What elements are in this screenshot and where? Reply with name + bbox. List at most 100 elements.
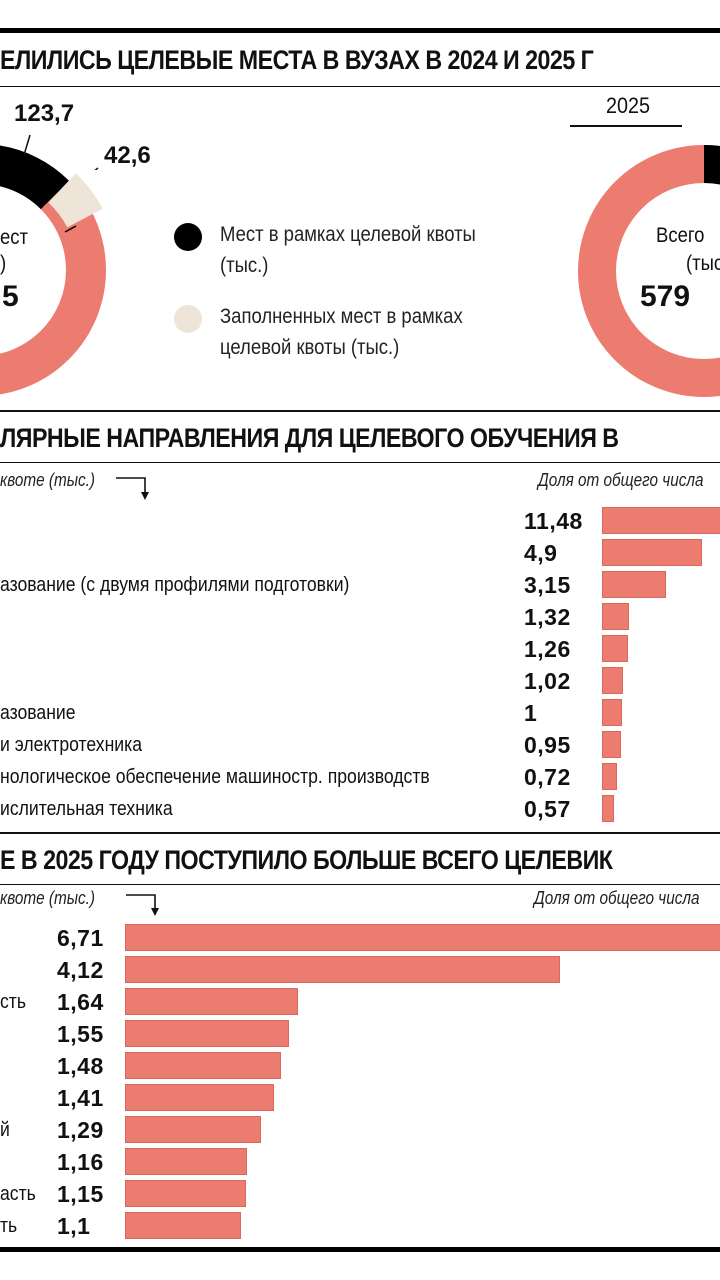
- donut-2024-center-label-1: ест: [0, 226, 28, 249]
- legend-filled-line1: Заполненных мест в рамках: [220, 305, 463, 328]
- bar-row: 1,41: [0, 1082, 720, 1114]
- row-value: 3,15: [524, 572, 571, 598]
- row-value: 4,9: [524, 540, 558, 566]
- bar-row: 4,9: [0, 537, 720, 569]
- bottom-rule: [0, 1247, 720, 1252]
- bar-row: асть 1,15: [0, 1178, 720, 1210]
- row-label: и электротехника: [0, 734, 143, 756]
- bar: [125, 1020, 289, 1047]
- legend-filled-line2: целевой квоты (тыс.): [220, 336, 400, 359]
- beige-dot-icon: [174, 305, 202, 333]
- bar: [602, 763, 617, 790]
- bar: [602, 699, 622, 726]
- bar: [602, 603, 629, 630]
- row-value: 1: [524, 700, 538, 726]
- legend-quota-line2: (тыс.): [220, 254, 269, 277]
- row-value: 1,55: [57, 1021, 104, 1047]
- donut-2024-quota-segment: [0, 145, 70, 210]
- bar: [125, 988, 298, 1015]
- row-label: ть: [0, 1215, 18, 1237]
- bar: [602, 667, 623, 694]
- donut-2024-center-value: 5: [2, 280, 19, 313]
- donut-2025-center-label-2: (тыс: [686, 252, 720, 275]
- year-underline: [570, 125, 682, 127]
- row-label: азование: [0, 702, 76, 724]
- row-value: 0,57: [524, 796, 571, 822]
- row-value: 1,64: [57, 989, 104, 1015]
- bar-row: 1,26: [0, 633, 720, 665]
- bar: [125, 1052, 281, 1079]
- bar-row: 6,71: [0, 922, 720, 954]
- bar-row: и электротехника 0,95: [0, 729, 720, 761]
- row-value: 1,41: [57, 1085, 104, 1111]
- bar: [125, 956, 560, 983]
- donut-2025-year: 2025: [606, 93, 651, 118]
- bar-row: 11,48: [0, 505, 720, 537]
- bar: [125, 1212, 241, 1239]
- row-value: 1,16: [57, 1149, 104, 1175]
- donut-2024-center-label-2: ): [0, 252, 7, 275]
- bar: [602, 795, 614, 822]
- row-value: 1,26: [524, 636, 571, 662]
- donut-2025-center-label-1: Всего: [656, 224, 705, 247]
- arrow-down-icon: [126, 894, 159, 916]
- arrow-down-icon: [116, 477, 149, 500]
- section2-top-rule: [0, 410, 720, 412]
- row-label: азование (с двумя профилями подготовки): [0, 574, 350, 596]
- bar-row: ислительная техника 0,57: [0, 793, 720, 825]
- row-label: сть: [0, 991, 27, 1013]
- bar: [125, 1084, 274, 1111]
- bar: [602, 635, 628, 662]
- row-label: нологическое обеспечение машиностр. прои…: [0, 766, 430, 788]
- row-label: ислительная техника: [0, 798, 173, 820]
- row-label: й: [0, 1119, 10, 1141]
- donut-2025: [578, 145, 720, 397]
- bar-row: сть 1,64: [0, 986, 720, 1018]
- section3-title-rule: [0, 884, 720, 885]
- bar: [125, 924, 720, 951]
- bar-row: нологическое обеспечение машиностр. прои…: [0, 761, 720, 793]
- section2-left-note: квоте (тыс.): [0, 470, 95, 490]
- row-value: 0,95: [524, 732, 571, 758]
- row-value: 6,71: [57, 925, 104, 951]
- bar-row: азование 1: [0, 697, 720, 729]
- bar: [125, 1116, 261, 1143]
- bar: [602, 731, 621, 758]
- bar: [602, 571, 666, 598]
- bar-row: 1,32: [0, 601, 720, 633]
- section1-title-rule: [0, 86, 720, 87]
- row-value: 1,29: [57, 1117, 104, 1143]
- row-value: 1,02: [524, 668, 571, 694]
- section2-right-note: Доля от общего числа: [538, 470, 704, 490]
- black-dot-icon: [174, 223, 202, 251]
- callout-quota-2024: 123,7: [14, 100, 75, 127]
- top-rule: [0, 28, 720, 33]
- section3-right-note: Доля от общего числа: [534, 888, 700, 908]
- bar: [602, 539, 702, 566]
- row-value: 1,48: [57, 1053, 104, 1079]
- bar-row: 1,48: [0, 1050, 720, 1082]
- row-value: 1,1: [57, 1213, 91, 1239]
- bar-row: 1,55: [0, 1018, 720, 1050]
- bar-row: азование (с двумя профилями подготовки) …: [0, 569, 720, 601]
- callout-filled-2024: 42,6: [104, 142, 151, 169]
- bar: [602, 507, 720, 534]
- row-value: 11,48: [524, 508, 583, 534]
- row-value: 0,72: [524, 764, 571, 790]
- legend-quota-line1: Мест в рамках целевой квоты: [220, 223, 476, 246]
- section3-top-rule: [0, 832, 720, 834]
- section2-title: ЛЯРНЫЕ НАПРАВЛЕНИЯ ДЛЯ ЦЕЛЕВОГО ОБУЧЕНИЯ…: [0, 423, 619, 453]
- bar-row: ть 1,1: [0, 1210, 720, 1242]
- section1-title: ЕЛИЛИСЬ ЦЕЛЕВЫЕ МЕСТА В ВУЗАХ В 2024 И 2…: [0, 45, 594, 75]
- bar-row: 4,12: [0, 954, 720, 986]
- row-label: асть: [0, 1183, 36, 1205]
- donut-2024-rest-segment: [0, 145, 106, 395]
- bar: [125, 1148, 247, 1175]
- donut-2025-center-value: 579: [640, 280, 691, 313]
- row-value: 4,12: [57, 957, 104, 983]
- bar-row: 1,16: [0, 1146, 720, 1178]
- bar-row: 1,02: [0, 665, 720, 697]
- section3-title: Е В 2025 ГОДУ ПОСТУПИЛО БОЛЬШЕ ВСЕГО ЦЕЛ…: [0, 845, 613, 875]
- donut-2024: [0, 145, 106, 395]
- callout-lines: [23, 134, 99, 170]
